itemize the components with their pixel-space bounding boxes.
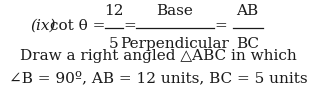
Text: BC: BC	[236, 37, 259, 51]
Text: (ix): (ix)	[30, 19, 56, 33]
Text: ∠B = 90º, AB = 12 units, BC = 5 units: ∠B = 90º, AB = 12 units, BC = 5 units	[9, 71, 307, 85]
Text: Base: Base	[156, 4, 193, 18]
Text: =: =	[215, 19, 228, 33]
Text: =: =	[124, 19, 136, 33]
Text: Draw a right angled △ABC in which: Draw a right angled △ABC in which	[20, 49, 296, 63]
Text: cot θ =: cot θ =	[50, 19, 106, 33]
Text: 12: 12	[104, 4, 124, 18]
Text: AB: AB	[237, 4, 259, 18]
Text: 5: 5	[109, 37, 119, 51]
Text: Perpendicular: Perpendicular	[120, 37, 229, 51]
